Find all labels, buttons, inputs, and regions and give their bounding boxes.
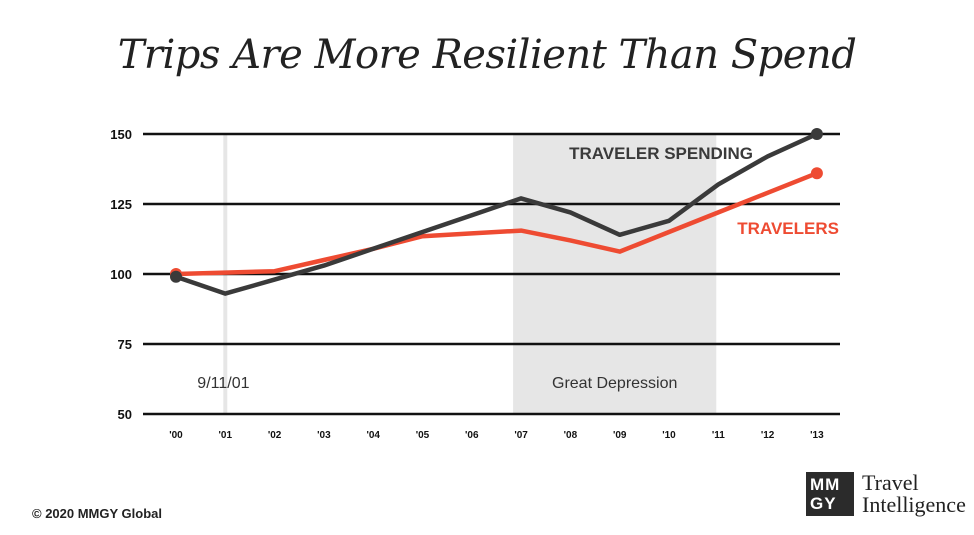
recession-label: Great Depression: [552, 375, 677, 392]
x-tick-label: '08: [564, 430, 578, 441]
x-tick-label: '05: [416, 430, 430, 441]
x-tick-label: '12: [761, 430, 775, 441]
y-tick-label: 125: [110, 197, 132, 212]
logo-text: Travel Intelligence: [862, 470, 966, 517]
end-point-spending: [810, 128, 823, 140]
copyright-text: © 2020 MMGY Global: [32, 506, 162, 521]
end-point-travelers: [810, 167, 823, 180]
x-tick-label: '01: [219, 430, 233, 441]
x-tick-label: '13: [810, 430, 824, 441]
chart-title: Trips Are More Resilient Than Spend: [117, 32, 857, 78]
start-point-spending: [170, 270, 182, 283]
x-tick-label: '11: [712, 430, 725, 441]
y-tick-label: 100: [110, 267, 132, 282]
mmgy-logo: MM GY Travel Intelligence: [806, 472, 966, 516]
logo-mark: MM GY: [806, 472, 854, 516]
series-line-spending: [173, 131, 820, 296]
series-label-spending: TRAVELER SPENDING: [569, 144, 753, 163]
x-tick-label: '06: [465, 430, 479, 441]
x-tick-label: '03: [317, 430, 331, 441]
x-tick-label: '07: [514, 430, 528, 441]
x-tick-label: '02: [268, 430, 282, 441]
series-line-travelers: [173, 170, 820, 277]
x-tick-label: '09: [613, 430, 627, 441]
y-tick-label: 150: [110, 127, 132, 142]
event-label: 9/11/01: [197, 375, 249, 392]
series-label-travelers: TRAVELERS: [737, 219, 839, 238]
x-tick-label: '04: [366, 430, 380, 441]
y-tick-label: 50: [118, 407, 132, 422]
x-tick-label: '00: [169, 430, 183, 441]
y-tick-label: 75: [118, 337, 132, 352]
x-tick-label: '10: [662, 430, 676, 441]
